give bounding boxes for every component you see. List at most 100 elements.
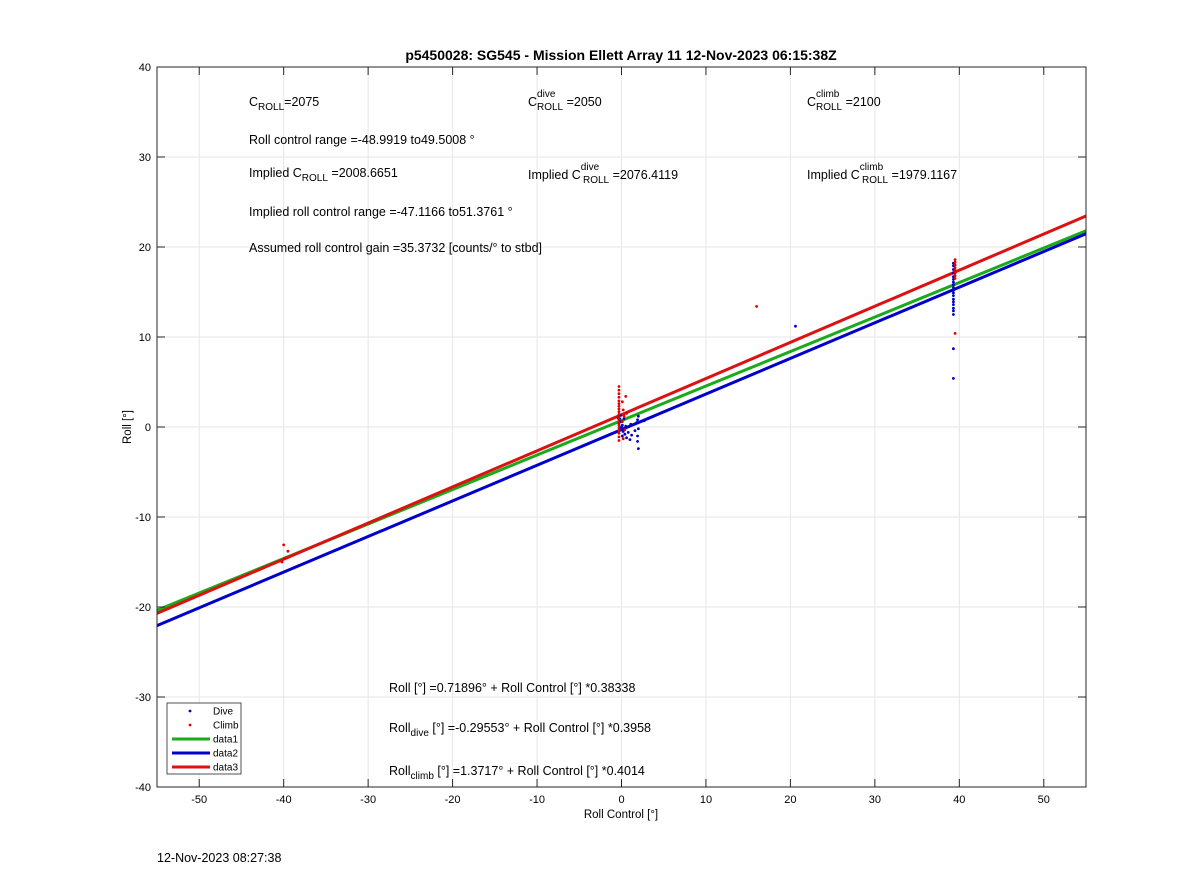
legend-label-data3: data3 bbox=[213, 763, 238, 774]
point-dive bbox=[952, 288, 955, 292]
point-climb bbox=[617, 426, 621, 430]
point-dive bbox=[636, 414, 640, 418]
x-axis-label: Roll Control [°] bbox=[584, 809, 658, 821]
point-dive bbox=[794, 324, 797, 328]
x-tick-label: 30 bbox=[869, 794, 881, 806]
point-climb bbox=[617, 410, 621, 414]
y-tick-label: -30 bbox=[135, 692, 151, 704]
point-climb bbox=[617, 421, 621, 424]
point-dive bbox=[620, 425, 623, 429]
legend-marker-climb bbox=[188, 723, 192, 727]
point-dive bbox=[952, 283, 955, 287]
annotation-fit-equation-all: Roll [°] =0.71896° + Roll Control [°] *0… bbox=[389, 681, 635, 695]
point-dive bbox=[630, 433, 634, 437]
point-dive bbox=[625, 436, 628, 440]
y-axis-label: Roll [°] bbox=[122, 410, 134, 444]
point-climb bbox=[953, 263, 957, 267]
point-dive bbox=[636, 418, 639, 422]
point-dive bbox=[952, 303, 955, 306]
annotation-fit-equation-climb: Rollclimb [°] =1.3717° + Roll Control [°… bbox=[389, 764, 645, 782]
point-climb bbox=[617, 399, 621, 403]
legend-label-dive: Dive bbox=[213, 707, 233, 718]
chart-title: p5450028: SG545 - Mission Ellett Array 1… bbox=[405, 47, 837, 63]
point-climb bbox=[282, 543, 286, 547]
x-tick-label: 20 bbox=[784, 794, 796, 806]
annotation-c-roll: CROLL=2075 bbox=[249, 95, 319, 113]
point-climb bbox=[617, 404, 621, 408]
point-dive bbox=[636, 440, 639, 443]
x-tick-label: 40 bbox=[953, 794, 965, 806]
legend-marker-dive bbox=[188, 709, 192, 713]
x-tick-label: 50 bbox=[1038, 794, 1050, 806]
y-tick-label: -10 bbox=[135, 512, 151, 524]
point-dive bbox=[621, 430, 625, 433]
annotation-implied-c-roll-climb: Implied Cclimb ROLL =1979.1167 bbox=[807, 162, 957, 186]
point-dive bbox=[952, 280, 955, 284]
x-tick-label: -10 bbox=[529, 794, 545, 806]
point-dive bbox=[624, 424, 628, 428]
point-dive bbox=[620, 434, 624, 438]
annotation-implied-c-roll: Implied CROLL =2008.6651 bbox=[249, 166, 398, 184]
point-climb bbox=[621, 408, 625, 412]
point-climb bbox=[617, 388, 621, 392]
annotation-gain: Assumed roll control gain =35.3732 [coun… bbox=[249, 241, 542, 255]
y-tick-label: 30 bbox=[139, 152, 151, 164]
point-climb bbox=[622, 414, 626, 418]
point-dive bbox=[635, 421, 639, 424]
point-dive bbox=[620, 428, 623, 432]
y-tick-label: 20 bbox=[139, 242, 151, 254]
y-tick-label: 40 bbox=[139, 62, 151, 74]
point-climb bbox=[953, 274, 957, 278]
point-climb bbox=[953, 258, 957, 261]
point-climb bbox=[617, 395, 621, 399]
point-dive bbox=[952, 294, 955, 297]
point-climb bbox=[280, 560, 284, 564]
point-dive bbox=[642, 419, 646, 423]
legend: Dive Climb data1 data2 data3 bbox=[166, 702, 242, 775]
point-climb bbox=[617, 392, 621, 396]
point-dive bbox=[629, 422, 633, 426]
point-climb bbox=[617, 415, 621, 419]
x-tick-label: -50 bbox=[191, 794, 207, 806]
legend-label-data1: data1 bbox=[213, 735, 238, 746]
y-tick-label: -20 bbox=[135, 602, 151, 614]
y-ticks: -40 -30 -20 -10 0 10 20 30 40 bbox=[135, 62, 1086, 794]
x-ticks: -50 -40 -30 -20 -10 0 10 20 30 40 50 bbox=[191, 67, 1050, 806]
annotation-c-roll-dive: Cdive ROLL =2050 bbox=[528, 89, 602, 113]
x-tick-label: 10 bbox=[700, 794, 712, 806]
point-dive bbox=[952, 309, 955, 313]
point-dive bbox=[633, 429, 637, 432]
annotation-implied-c-roll-dive: Implied Cdive ROLL =2076.4119 bbox=[528, 162, 678, 186]
point-dive bbox=[636, 434, 639, 438]
point-climb bbox=[617, 413, 621, 416]
point-dive bbox=[636, 427, 640, 431]
point-climb bbox=[953, 260, 957, 264]
point-climb bbox=[953, 271, 957, 275]
point-dive bbox=[622, 417, 626, 421]
point-dive bbox=[952, 286, 955, 289]
footer-timestamp: 12-Nov-2023 08:27:38 bbox=[157, 851, 282, 865]
point-climb bbox=[953, 269, 957, 272]
point-climb bbox=[625, 412, 628, 415]
y-tick-label: 10 bbox=[139, 332, 151, 344]
y-tick-label: -40 bbox=[135, 782, 151, 794]
point-dive bbox=[952, 300, 955, 304]
point-climb bbox=[617, 431, 621, 435]
point-dive bbox=[952, 291, 955, 295]
point-climb bbox=[286, 549, 290, 553]
annotation-roll-control-range: Roll control range =-48.9919 to49.5008 ° bbox=[249, 133, 475, 147]
legend-entries: Dive Climb data1 data2 data3 bbox=[172, 707, 239, 774]
point-climb bbox=[624, 395, 628, 398]
x-tick-label: -20 bbox=[445, 794, 461, 806]
point-dive bbox=[623, 432, 627, 436]
point-climb bbox=[617, 385, 621, 388]
x-tick-label: -40 bbox=[276, 794, 292, 806]
annotation-fit-equation-dive: Rolldive [°] =-0.29553° + Roll Control [… bbox=[389, 721, 651, 739]
x-tick-label: 0 bbox=[618, 794, 624, 806]
annotation-c-roll-climb: Cclimb ROLL =2100 bbox=[807, 89, 881, 113]
legend-label-data2: data2 bbox=[213, 749, 238, 760]
point-dive bbox=[952, 306, 955, 310]
point-climb bbox=[755, 305, 759, 308]
point-climb bbox=[623, 428, 627, 432]
point-dive bbox=[952, 297, 955, 301]
